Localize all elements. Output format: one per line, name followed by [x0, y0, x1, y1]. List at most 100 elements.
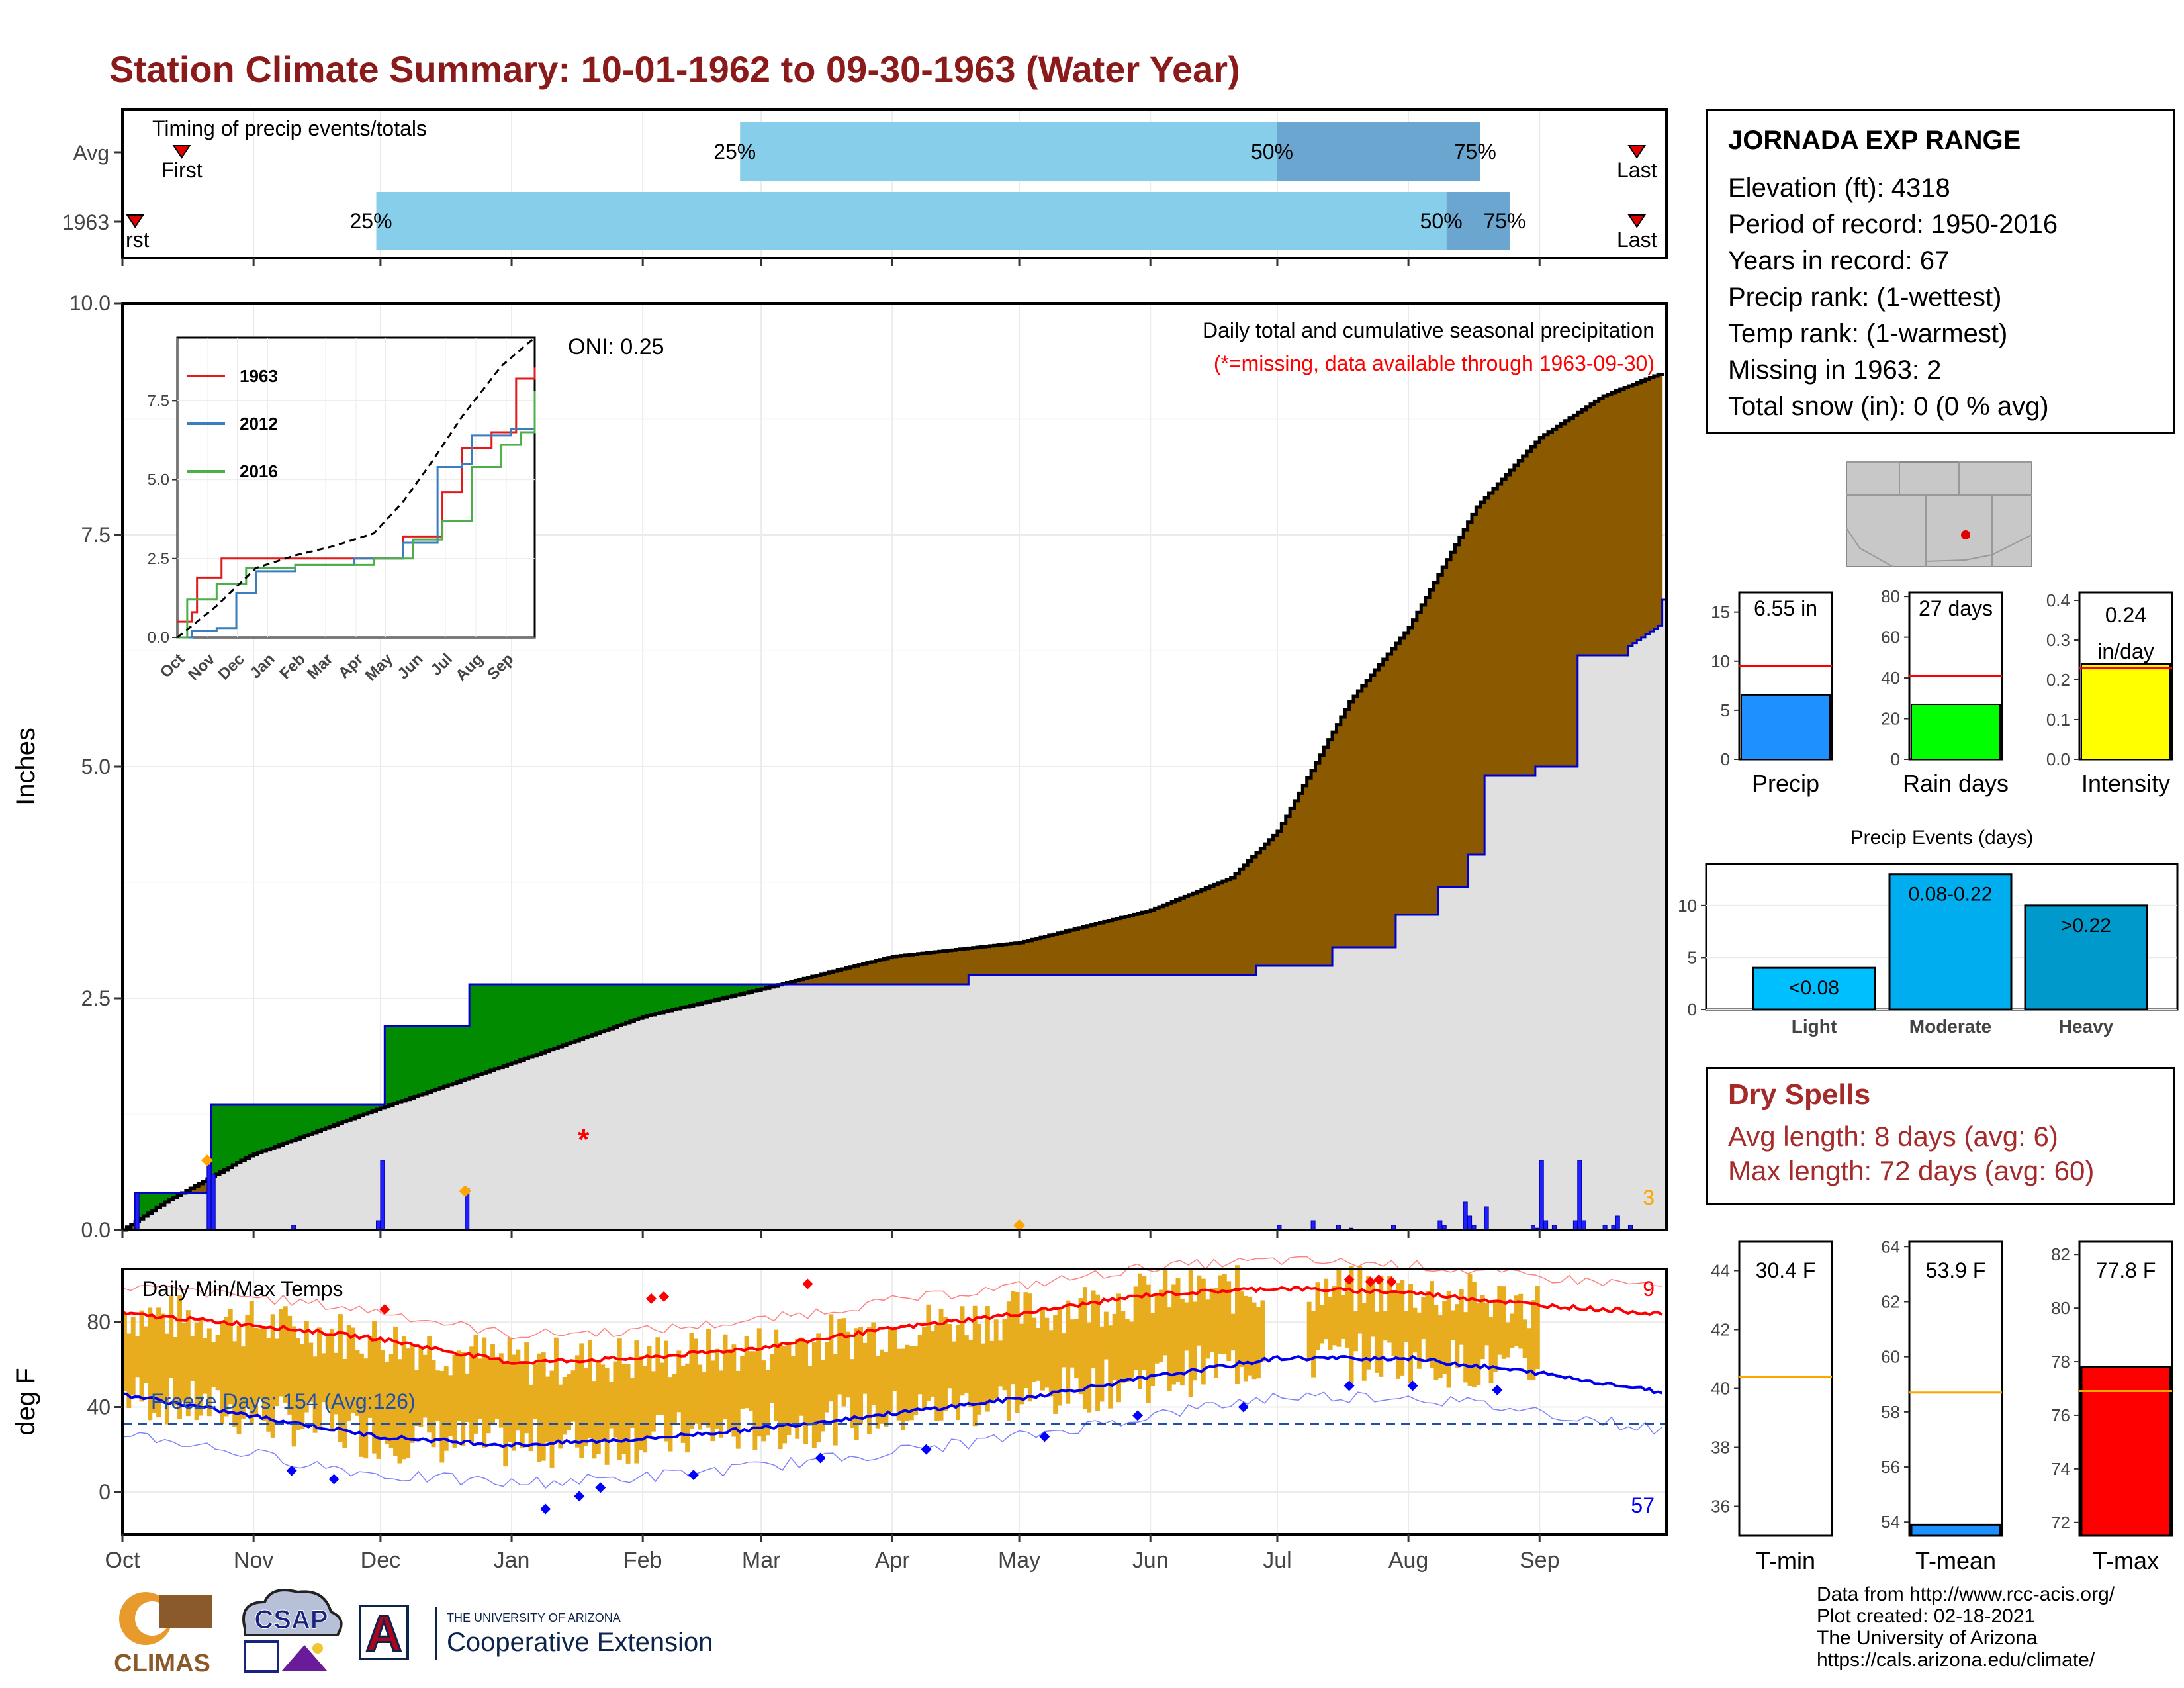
inset-series-line-2016	[177, 391, 536, 639]
cumulative-difference-fill	[435, 1026, 440, 1090]
daily-temp-bar	[1226, 1281, 1232, 1361]
summary-bar-tick-label: 15	[1711, 602, 1730, 622]
page-title: Station Climate Summary: 10-01-1962 to 0…	[109, 48, 1240, 90]
daily-temp-bar	[731, 1344, 737, 1437]
daily-temp-bar	[448, 1375, 453, 1436]
cumulative-difference-fill	[731, 984, 737, 996]
cumulative-difference-fill	[664, 984, 669, 1012]
cumulative-difference-fill	[296, 1105, 301, 1139]
temp-summary-tick-label: 36	[1711, 1497, 1730, 1517]
station-missing: Missing in 1963: 2	[1728, 355, 1942, 385]
cumulative-difference-fill	[1446, 559, 1451, 887]
daily-precip-bar	[1437, 1220, 1443, 1231]
cumulative-difference-fill	[562, 984, 567, 1045]
main-panel-border	[121, 302, 1668, 1231]
cumulative-difference-fill	[630, 984, 635, 1021]
cumulative-difference-fill	[1391, 649, 1396, 947]
daily-temp-bar	[1387, 1276, 1392, 1343]
daily-precip-bar	[1463, 1201, 1468, 1231]
summary-bar-frame	[1738, 591, 1833, 761]
daily-temp-bar	[507, 1337, 512, 1442]
daily-temp-bar	[553, 1337, 559, 1443]
daily-precip-bar	[1627, 1225, 1633, 1231]
daily-temp-bar	[858, 1327, 864, 1424]
daily-temp-bar	[164, 1333, 169, 1425]
daily-temp-bar	[452, 1354, 457, 1448]
daily-temp-bar	[782, 1346, 788, 1444]
daily-temp-bar	[122, 1314, 127, 1391]
cumulative-difference-fill	[710, 984, 715, 1001]
first-event-marker	[172, 145, 191, 159]
cumulative-difference-fill	[1425, 597, 1430, 915]
dry-spells-box: Dry Spells Avg length: 8 days (avg: 6) M…	[1706, 1067, 2175, 1205]
cumulative-difference-fill	[1061, 932, 1066, 975]
daily-temp-bar	[930, 1331, 935, 1397]
daily-temp-bar	[342, 1358, 347, 1448]
cumulative-difference-fill	[312, 1105, 318, 1133]
cumulative-difference-fill	[266, 1105, 271, 1150]
cumulative-difference-fill	[427, 1026, 432, 1092]
daily-temp-bar	[300, 1344, 305, 1429]
summary-bar-tick-label: 0.4	[2046, 590, 2070, 610]
temp-summary-frame	[1908, 1240, 2003, 1537]
dry-spells-title: Dry Spells	[1728, 1078, 1871, 1111]
daily-temp-bar	[1002, 1319, 1007, 1391]
cumulative-difference-fill	[993, 945, 999, 975]
inset-legend-label: 2016	[240, 461, 278, 481]
cumulative-difference-fill	[130, 1224, 136, 1230]
inset-x-tick-label: Dec	[215, 650, 248, 683]
daily-temp-bar	[490, 1344, 495, 1423]
cumulative-difference-fill	[148, 1193, 153, 1213]
cumulative-difference-fill	[769, 984, 774, 987]
daily-temp-bar	[1103, 1311, 1109, 1360]
cumulative-difference-fill	[909, 955, 914, 984]
cumulative-difference-fill	[735, 984, 741, 995]
cumulative-difference-fill	[283, 1105, 288, 1144]
daily-temp-bar	[160, 1313, 165, 1401]
daily-temp-bar	[1006, 1301, 1011, 1421]
daily-temp-bar	[1361, 1303, 1367, 1381]
daily-temp-bar	[1306, 1301, 1312, 1360]
cumulative-difference-fill	[841, 968, 846, 984]
record-high-marker	[1343, 1274, 1355, 1286]
daily-precip-bar	[1530, 1225, 1535, 1231]
cumulative-difference-fill	[1467, 522, 1473, 855]
daily-temp-bar	[1069, 1319, 1075, 1368]
cumulative-difference-fill	[1006, 944, 1011, 975]
cumulative-difference-fill	[960, 949, 965, 984]
main-y-tick-label: 7.5	[81, 523, 111, 547]
cumulative-difference-fill	[837, 970, 842, 984]
inset-series-line-1963	[177, 367, 536, 623]
daily-temp-bar	[896, 1348, 901, 1421]
cumulative-difference-fill	[811, 976, 817, 984]
cumulative-difference-fill	[1471, 514, 1477, 855]
cumulative-difference-fill	[1103, 921, 1109, 975]
cumulative-difference-fill	[892, 957, 897, 984]
events-y-tick-label: 10	[1678, 896, 1697, 915]
record-low-marker	[1039, 1431, 1050, 1442]
cumulative-difference-fill	[1492, 489, 1498, 776]
summary-bar-value: 6.55 in	[1754, 596, 1817, 620]
record-low-marker	[328, 1474, 340, 1485]
temp-summary-tick-label: 76	[2051, 1405, 2070, 1425]
daily-temp-bar	[668, 1377, 673, 1452]
daily-temp-bar	[613, 1361, 618, 1438]
cumulative-difference-fill	[1476, 507, 1481, 855]
cumulative-difference-fill	[596, 984, 601, 1033]
cumulative-difference-fill	[228, 1105, 233, 1168]
daily-temp-bar	[922, 1327, 927, 1409]
last-event-label: Last	[1617, 158, 1657, 182]
cumulative-difference-fill	[574, 984, 580, 1041]
daily-temp-bar	[427, 1336, 432, 1433]
daily-temp-bar	[334, 1352, 339, 1415]
daily-temp-bar	[1437, 1315, 1443, 1378]
daily-temp-bar	[837, 1319, 842, 1395]
cumulative-difference-fill	[185, 1190, 191, 1193]
daily-temp-bar	[194, 1322, 199, 1421]
daily-temp-bar	[126, 1333, 132, 1409]
cumulative-difference-fill	[1379, 665, 1384, 947]
temp-summary-value: 53.9 F	[1926, 1258, 1986, 1282]
temp-summary-bar-T-max	[2080, 1366, 2171, 1537]
footer-line: Plot created: 02-18-2021	[1817, 1605, 2036, 1627]
cumulative-difference-fill	[1598, 399, 1604, 655]
